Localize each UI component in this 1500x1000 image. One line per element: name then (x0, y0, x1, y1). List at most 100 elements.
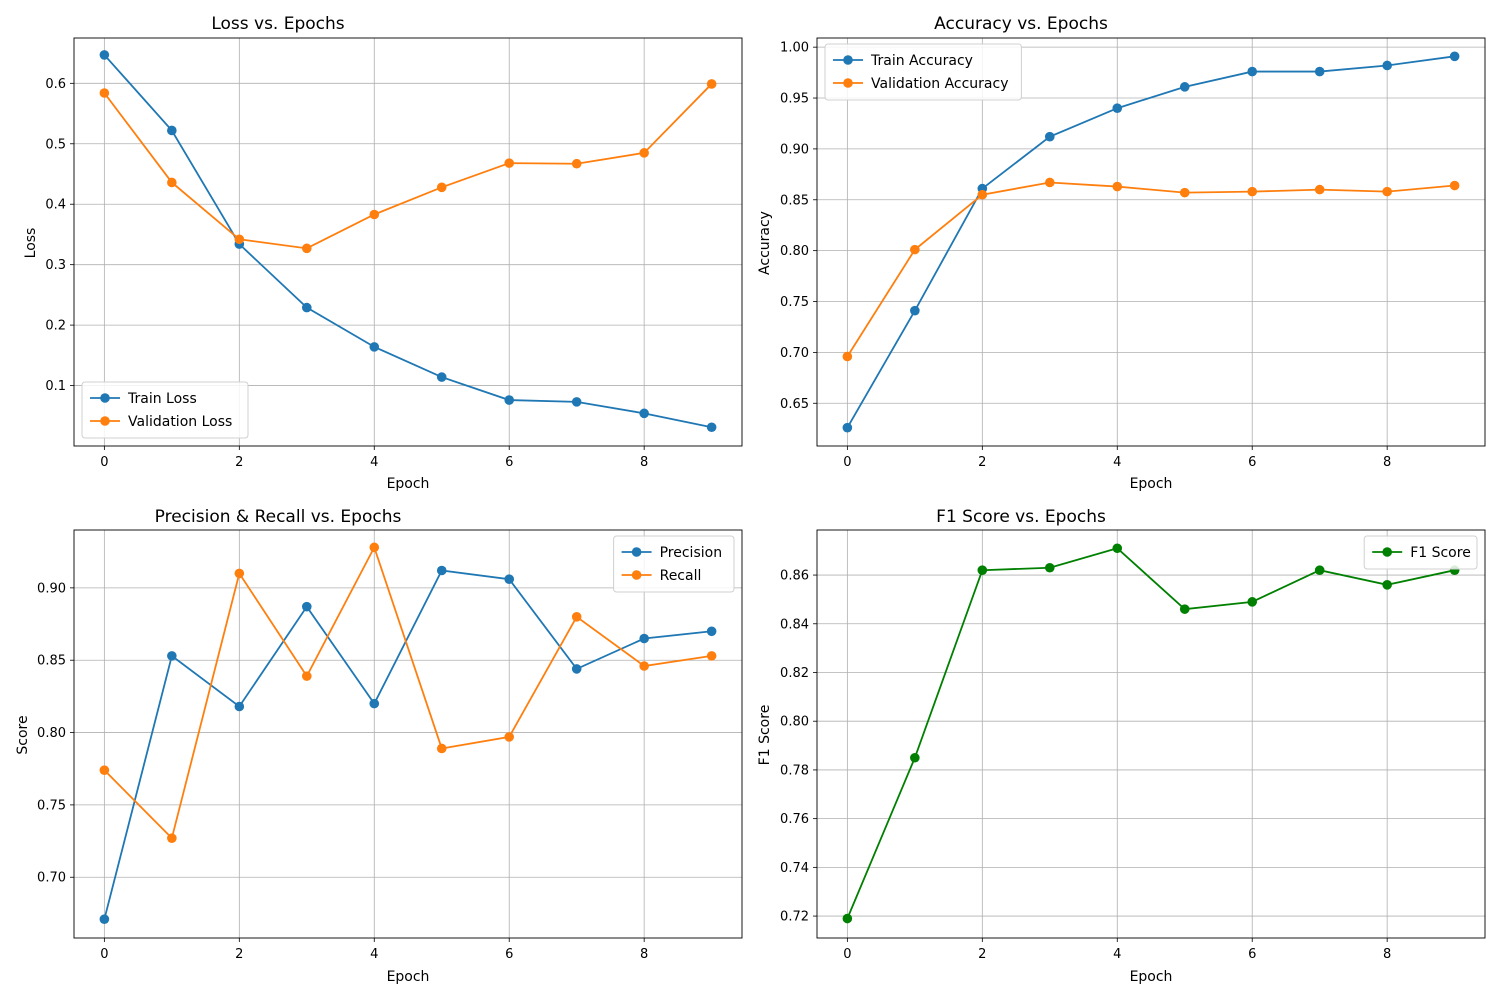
data-point (504, 574, 515, 584)
axes-frame (73, 529, 743, 939)
data-point (167, 125, 177, 136)
x-tick-label: 8 (1383, 455, 1391, 470)
data-point (436, 565, 447, 576)
data-point (1247, 186, 1258, 197)
y-tick-label: 0.65 (780, 397, 809, 412)
data-point (571, 397, 582, 407)
data-point (706, 422, 717, 433)
data-point (369, 698, 380, 709)
data-point (167, 833, 177, 843)
legend-marker (100, 416, 110, 426)
legend-marker (1382, 547, 1392, 557)
x-tick-label: 0 (100, 455, 108, 470)
data-point (234, 701, 245, 712)
x-axis-label: Epoch (1130, 969, 1173, 985)
x-tick-label: 6 (1248, 947, 1256, 962)
grid (74, 530, 742, 938)
data-point (571, 612, 582, 622)
y-tick-label: 0.85 (780, 193, 809, 208)
data-point (234, 234, 245, 245)
data-point (369, 209, 380, 220)
x-tick-label: 2 (235, 455, 243, 470)
data-point (910, 752, 920, 763)
data-point (436, 743, 447, 754)
y-axis-label: Score (15, 715, 31, 754)
data-point (1382, 60, 1392, 71)
data-point (1112, 543, 1123, 554)
legend-marker (843, 78, 853, 88)
legend-label: Precision (660, 545, 722, 561)
data-point (1449, 180, 1460, 191)
data-point (1044, 562, 1055, 573)
x-tick-label: 2 (978, 455, 986, 470)
data-point (99, 50, 110, 60)
y-tick-label: 0.80 (37, 726, 66, 741)
x-tick-label: 8 (1383, 947, 1391, 962)
series-line (103, 54, 712, 429)
data-point (99, 765, 110, 775)
series-line (846, 181, 1455, 357)
y-tick-label: 0.5 (45, 137, 66, 152)
data-point (1044, 177, 1055, 188)
x-tick-label: 2 (235, 947, 243, 962)
chart-title: Loss vs. Epochs (211, 14, 344, 34)
data-point (99, 88, 110, 98)
data-point (369, 342, 380, 352)
data-point (842, 913, 853, 924)
data-point (910, 244, 920, 255)
data-point (639, 148, 649, 158)
series-line (103, 569, 712, 920)
data-point (301, 671, 312, 681)
legend-box (81, 381, 249, 439)
series-line (846, 55, 1455, 429)
y-tick-label: 0.84 (780, 617, 809, 632)
x-tick-label: 2 (978, 947, 986, 962)
legend-box (1363, 535, 1478, 570)
y-tick-label: 0.78 (780, 763, 809, 778)
data-point (1044, 131, 1055, 142)
axes-frame (816, 529, 1486, 939)
data-point (301, 302, 312, 313)
legend-marker (100, 393, 110, 403)
legend: Precision Recall (613, 535, 735, 593)
x-tick-label: 0 (843, 455, 851, 470)
chart-title: Precision & Recall vs. Epochs (155, 507, 402, 527)
y-tick-label: 0.74 (780, 861, 809, 876)
data-point (1382, 186, 1392, 197)
legend: F1 Score (1363, 535, 1478, 570)
legend-label: Validation Accuracy (871, 76, 1009, 92)
data-point (1382, 580, 1392, 590)
x-tick-label: 4 (370, 455, 378, 470)
data-point (842, 422, 853, 433)
y-tick-label: 0.70 (37, 871, 66, 886)
data-point (1314, 66, 1325, 77)
series-line (846, 547, 1455, 919)
x-tick-label: 8 (640, 455, 648, 470)
y-tick-label: 0.76 (780, 812, 809, 827)
data-point (436, 372, 447, 382)
legend-label: Recall (660, 568, 702, 584)
data-point (1112, 181, 1123, 192)
grid (817, 530, 1485, 938)
data-point (436, 182, 447, 193)
chart-title: Accuracy vs. Epochs (934, 14, 1108, 34)
x-tick-label: 4 (1113, 947, 1121, 962)
x-tick-label: 6 (505, 455, 513, 470)
legend-label: Validation Loss (128, 414, 232, 430)
panel-accuracy: Accuracy vs. Epochs Epoch Accuracy 0 2 4 6 8… (757, 14, 1486, 492)
data-point (369, 542, 380, 553)
legend-label: F1 Score (1410, 545, 1471, 561)
legend-box (613, 535, 735, 593)
y-tick-label: 0.6 (45, 77, 66, 92)
data-point (842, 351, 853, 362)
y-tick-label: 0.80 (780, 715, 809, 730)
data-point (571, 664, 582, 674)
axes-frame (73, 37, 743, 447)
y-tick-label: 0.75 (37, 798, 66, 813)
data-point (1314, 184, 1325, 195)
y-tick-label: 1.00 (780, 41, 809, 56)
data-point (99, 914, 110, 924)
x-tick-label: 6 (505, 947, 513, 962)
axes-frame (816, 37, 1486, 447)
legend-marker (631, 547, 642, 557)
